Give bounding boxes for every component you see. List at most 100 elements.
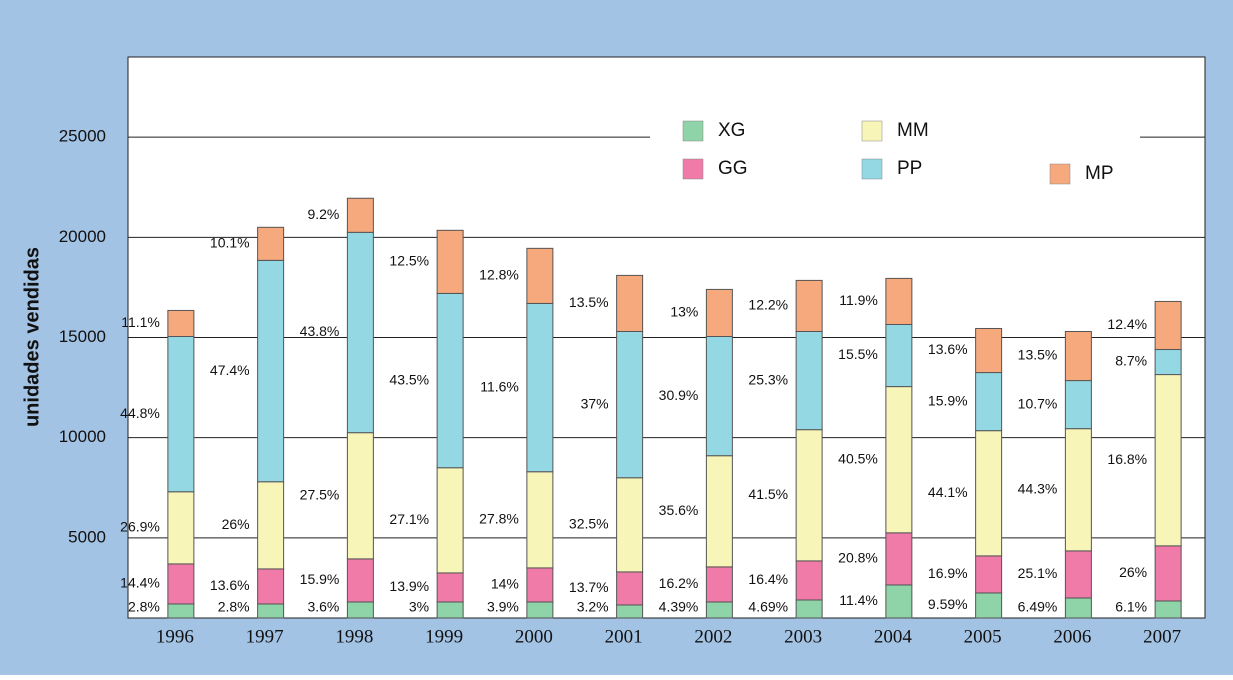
bar-segment <box>1064 550 1092 599</box>
bar-segment <box>795 330 823 431</box>
segment-label: 37% <box>581 395 609 411</box>
legend-swatch <box>1049 163 1071 185</box>
bar-segment <box>346 601 374 619</box>
bar-segment <box>257 259 285 483</box>
segment-label: 9.2% <box>307 206 339 222</box>
segment-label: 13.6% <box>210 577 250 593</box>
segment-label: 44.8% <box>120 405 160 421</box>
bar-segment <box>526 302 554 473</box>
bar-segment <box>436 292 464 469</box>
x-tick-label: 2003 <box>784 626 822 647</box>
segment-label: 26% <box>1119 564 1147 580</box>
bar-segment <box>705 335 733 457</box>
bar-segment <box>1154 349 1182 376</box>
segment-label: 11.6% <box>480 378 519 394</box>
x-tick-label: 1997 <box>246 626 284 647</box>
bar-segment <box>257 226 285 261</box>
y-tick-label: 25000 <box>59 127 106 146</box>
segment-label: 11.1% <box>121 314 160 330</box>
y-tick-label: 15000 <box>59 327 106 346</box>
bar-segment <box>167 309 195 337</box>
segment-label: 27.8% <box>479 511 519 527</box>
bar-segment <box>346 558 374 603</box>
x-tick-label: 2005 <box>964 626 1002 647</box>
bar-segment <box>885 277 913 325</box>
bar-segment <box>616 274 644 332</box>
segment-label: 25.3% <box>748 371 788 387</box>
bar-segment <box>526 601 554 619</box>
bar-segment <box>1154 300 1182 351</box>
bar-segment <box>885 386 913 534</box>
bar-segment <box>436 601 464 619</box>
segment-label: 14% <box>491 576 519 592</box>
bar-segment <box>167 491 195 565</box>
bar-segment <box>975 327 1003 374</box>
segment-label: 10.1% <box>210 235 250 251</box>
segment-label: 13.7% <box>569 579 609 595</box>
segment-label: 8.7% <box>1115 353 1147 369</box>
segment-label: 26% <box>222 516 250 532</box>
bar-segment <box>167 563 195 605</box>
bar-segment <box>705 601 733 619</box>
segment-label: 43.5% <box>389 371 429 387</box>
segment-label: 3% <box>409 599 429 615</box>
segment-label: 44.3% <box>1018 480 1058 496</box>
bar-segment <box>885 323 913 388</box>
segment-label: 15.5% <box>838 346 878 362</box>
legend-label: MP <box>1085 163 1114 184</box>
segment-label: 3.9% <box>487 599 519 615</box>
bar-segment <box>526 567 554 603</box>
bar-segment <box>1064 330 1092 382</box>
segment-label: 11.9% <box>839 292 878 308</box>
bar-segment <box>257 568 285 605</box>
segment-label: 13% <box>670 304 698 320</box>
x-tick-label: 2004 <box>874 626 913 647</box>
bar-segment <box>1064 380 1092 430</box>
segment-label: 12.4% <box>1107 316 1147 332</box>
bar-segment <box>705 455 733 568</box>
bar-segment <box>705 566 733 603</box>
y-tick-label: 5000 <box>68 527 106 546</box>
segment-label: 9.59% <box>928 596 968 612</box>
bar-segment <box>975 592 1003 619</box>
bar-segment <box>885 532 913 586</box>
segment-label: 43.8% <box>300 323 340 339</box>
bar-segment <box>795 560 823 601</box>
segment-label: 25.1% <box>1018 565 1058 581</box>
legend-label: MM <box>897 120 929 141</box>
bar-segment <box>795 429 823 562</box>
segment-label: 16.9% <box>928 565 968 581</box>
bar-segment <box>436 229 464 294</box>
segment-label: 13.5% <box>1018 347 1058 363</box>
segment-label: 6.1% <box>1115 599 1147 615</box>
bar-segment <box>975 430 1003 557</box>
legend-label: GG <box>718 158 748 179</box>
segment-label: 6.49% <box>1018 599 1058 615</box>
segment-label: 3.2% <box>577 599 609 615</box>
segment-label: 27.1% <box>389 511 429 527</box>
segment-label: 12.5% <box>389 253 429 269</box>
bar-segment <box>346 432 374 560</box>
y-axis-label: unidades vendidas <box>21 247 43 427</box>
legend-label: PP <box>897 158 922 179</box>
segment-label: 12.2% <box>748 297 788 313</box>
segment-label: 13.6% <box>928 341 968 357</box>
bar-segment <box>346 231 374 434</box>
bar-segment <box>975 555 1003 594</box>
segment-label: 2.8% <box>128 599 160 615</box>
legend-swatch <box>682 120 704 142</box>
x-tick-label: 1998 <box>335 626 373 647</box>
segment-label: 47.4% <box>210 362 250 378</box>
bar-segment <box>346 197 374 233</box>
bar-segment <box>885 584 913 619</box>
legend-swatch <box>861 120 883 142</box>
x-tick-label: 1996 <box>156 626 194 647</box>
bar-segment <box>975 372 1003 432</box>
bar-segment <box>1064 428 1092 552</box>
bar-segment <box>436 572 464 603</box>
bar-segment <box>795 599 823 619</box>
bar-segment <box>257 603 285 619</box>
segment-label: 10.7% <box>1018 395 1058 411</box>
bar-segment <box>1154 374 1182 547</box>
